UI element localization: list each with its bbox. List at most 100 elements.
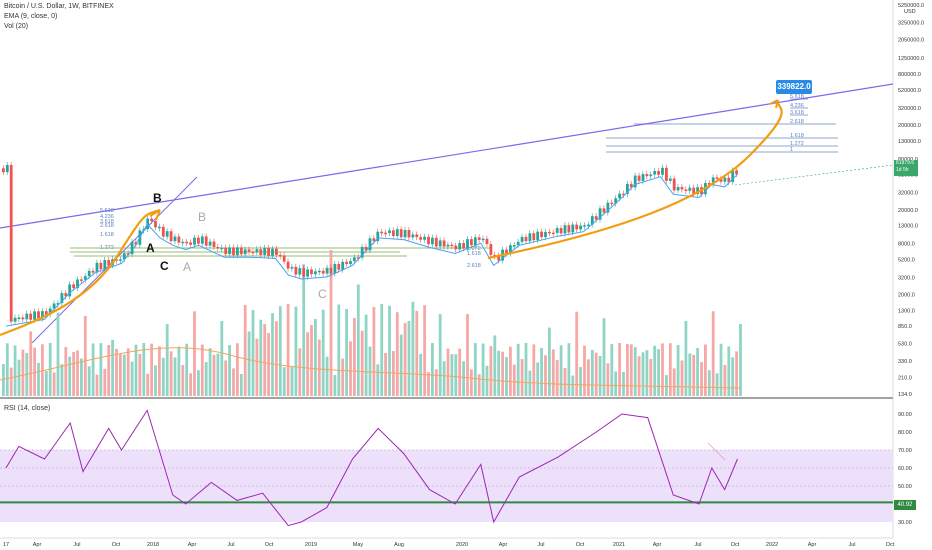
candle [321, 270, 325, 274]
volume-bar [704, 344, 707, 396]
candle [41, 311, 44, 319]
volume-bar [314, 319, 317, 396]
volume-bar [173, 357, 177, 396]
volume-bar [688, 353, 692, 396]
volume-bar [356, 284, 360, 396]
rsi-tick-label: 30.00 [898, 520, 912, 526]
price-tick-label: 210.0 [898, 375, 912, 381]
volume-bar [158, 346, 161, 396]
candle [626, 183, 629, 194]
time-tick-label: Oct [576, 542, 585, 548]
volume-bar [540, 347, 543, 396]
volume-bar [193, 311, 196, 396]
volume-bar [590, 349, 594, 396]
candle [528, 233, 532, 242]
volume-bar [115, 348, 118, 396]
candle [345, 261, 348, 265]
volume-bar [150, 343, 153, 396]
volume-bar [450, 354, 454, 396]
candle [676, 186, 680, 191]
volume-bar [243, 304, 247, 396]
candle [286, 261, 290, 269]
volume-bar [17, 359, 21, 396]
volume-bar [723, 364, 727, 396]
price-tick-label: 13000.0 [898, 224, 918, 230]
candle [438, 240, 442, 247]
volume-bar [392, 351, 395, 396]
fib-level-label: 3.618 [790, 110, 804, 116]
volume-bar [91, 343, 95, 396]
candle [228, 247, 231, 255]
volume-bar [559, 345, 563, 396]
candle [314, 271, 317, 275]
candle [637, 175, 641, 181]
volume-bar [587, 359, 590, 396]
legend-ema: EMA (9, close, 0) [4, 13, 58, 20]
candle [696, 187, 699, 195]
volume-bar [571, 375, 575, 396]
volume-bar [333, 375, 337, 396]
candle [243, 249, 247, 255]
legend-rsi: RSI (14, close) [4, 405, 51, 412]
candle [657, 171, 660, 175]
volume-bar [629, 344, 633, 396]
volume-bar [345, 308, 348, 396]
volume-bar [707, 370, 711, 396]
candle [571, 224, 575, 233]
candle [505, 249, 508, 254]
volume-bar [271, 313, 274, 396]
volume-bar [473, 343, 477, 396]
volume-bar [224, 360, 228, 396]
time-tick-label: Apr [808, 542, 817, 548]
volume-bar [372, 307, 376, 396]
candle [707, 183, 711, 185]
candle [271, 248, 274, 256]
candle [181, 241, 185, 244]
volume-bar [119, 353, 122, 396]
candle [173, 236, 177, 242]
rsi-tick-label: 70.00 [898, 448, 912, 454]
candle [25, 313, 29, 320]
fib-level-label: 2.618 [100, 223, 114, 229]
volume-bar [364, 314, 368, 396]
candle [509, 245, 512, 254]
volume-bar [727, 346, 731, 396]
fib-level-label: 1.618 [467, 251, 481, 257]
volume-bar [232, 368, 235, 396]
volume-bar [33, 347, 36, 396]
rsi-value-tag: 40.92 [894, 500, 916, 510]
candle [99, 262, 103, 270]
volume-bar [434, 369, 438, 396]
candle [466, 239, 469, 249]
candle [477, 237, 481, 240]
volume-bar [302, 264, 306, 396]
time-tick-label: Apr [653, 542, 662, 548]
price-tick-label: 330.0 [898, 359, 912, 365]
projection-price-badge[interactable]: 339822.0 [776, 80, 812, 94]
volume-bar [134, 344, 138, 396]
candle [13, 317, 17, 322]
volume-bar [267, 333, 270, 396]
volume-bar [602, 318, 606, 396]
candle [360, 246, 364, 258]
wave-label-c: C [160, 259, 169, 273]
volume-bar [286, 304, 290, 396]
candle [275, 248, 278, 255]
rsi-divergence-line [707, 442, 726, 461]
candle [208, 241, 212, 246]
volume-bar [462, 361, 465, 396]
volume-bar [548, 327, 551, 396]
time-tick-label: Oct [731, 542, 740, 548]
candle [661, 167, 664, 175]
volume-bar [177, 346, 181, 396]
volume-bar [349, 341, 352, 396]
fib-level-label: 3.618 [100, 219, 114, 225]
wave-label-c-secondary: C [318, 287, 327, 301]
candle [692, 187, 696, 195]
volume-bar [278, 306, 282, 396]
volume-bar [72, 351, 75, 396]
candle [688, 187, 692, 191]
price-tick-label: 520000.0 [898, 88, 921, 94]
candle [645, 174, 649, 177]
